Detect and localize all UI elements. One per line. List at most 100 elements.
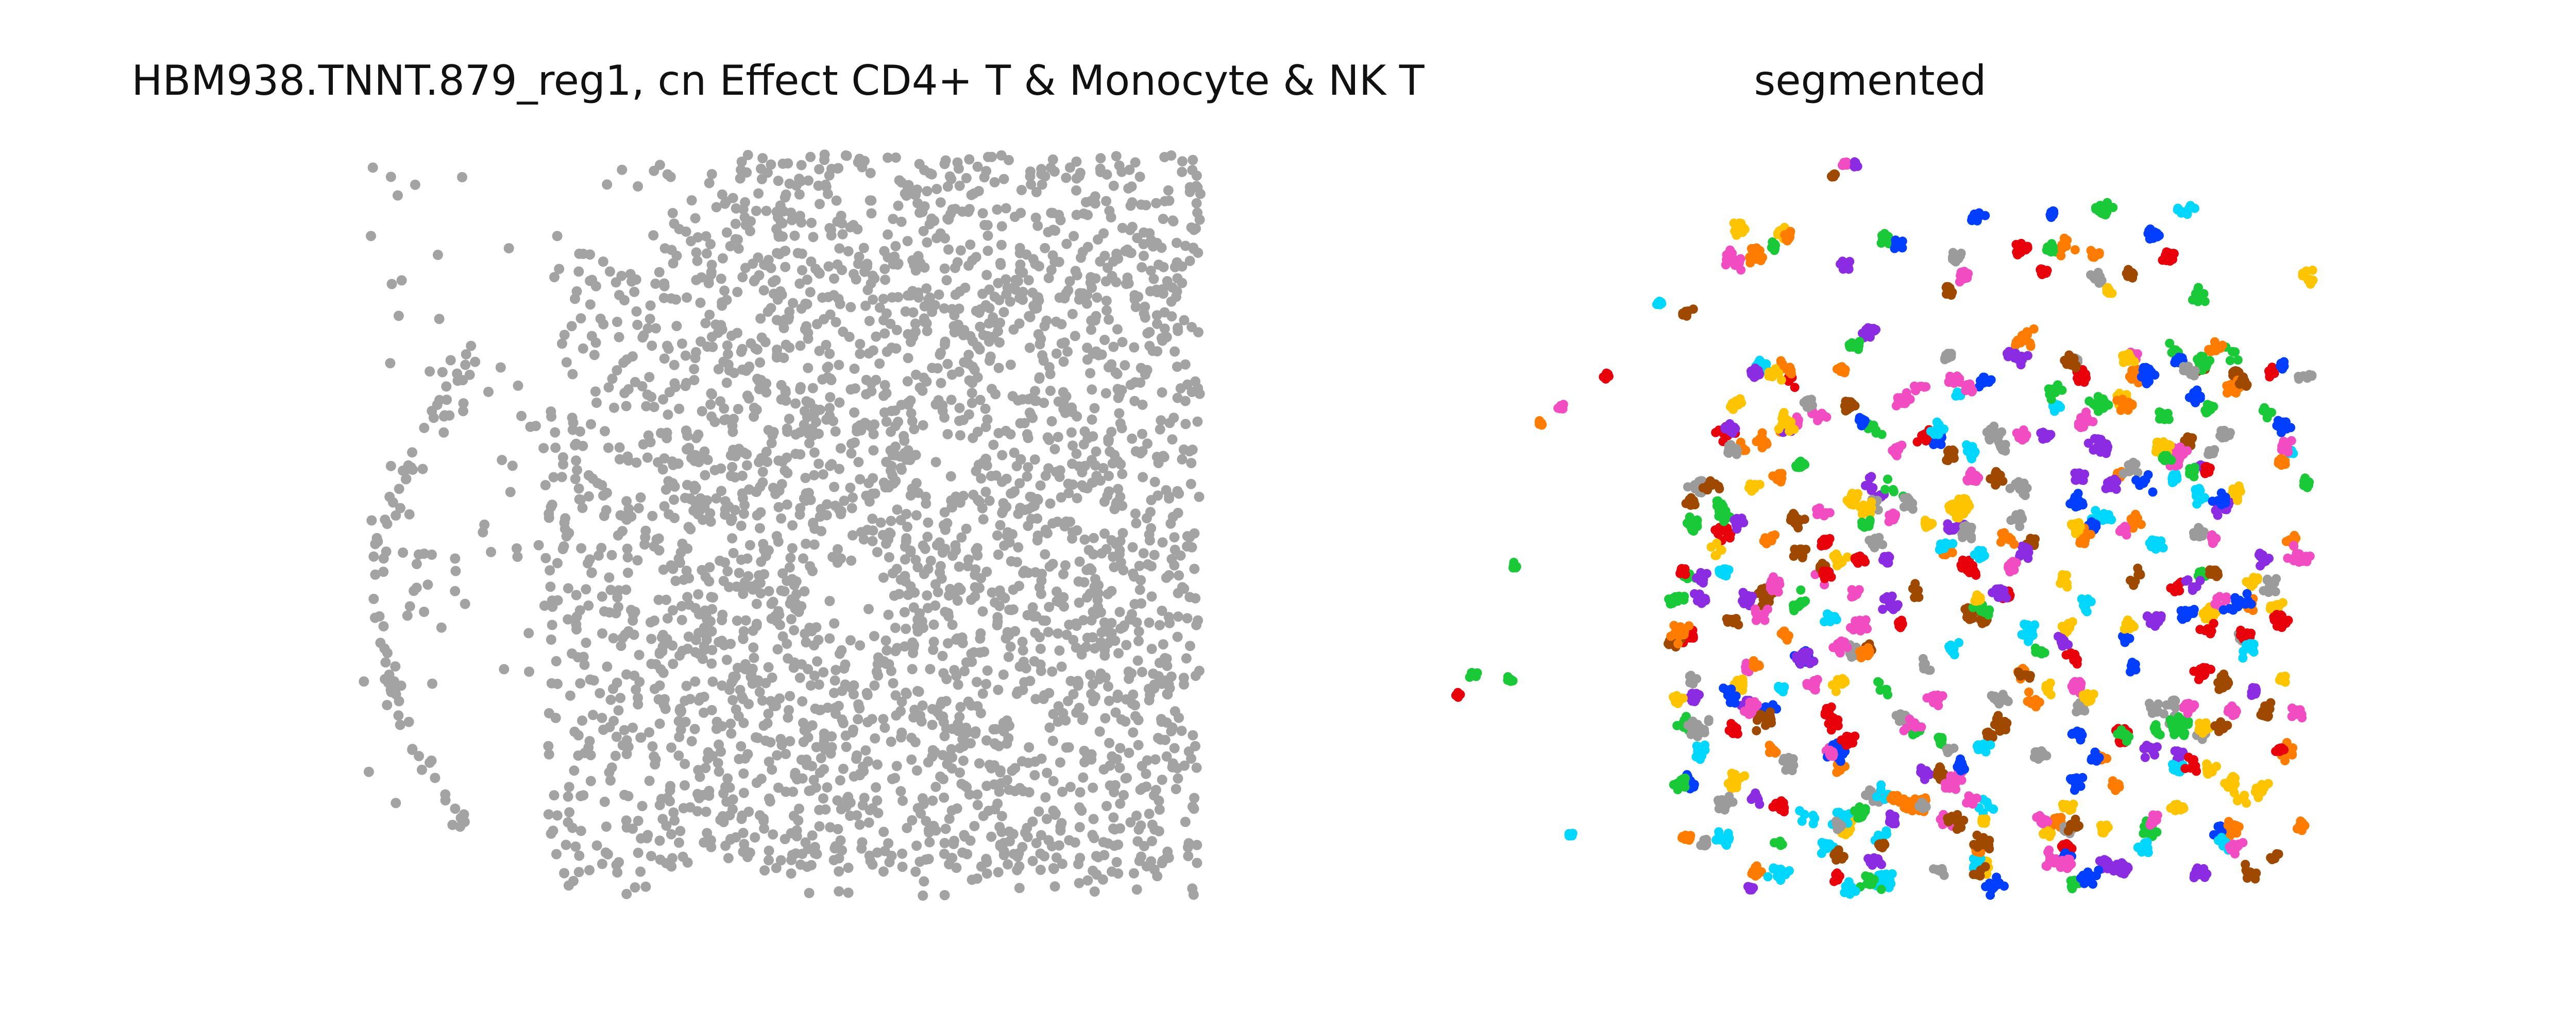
left-point bbox=[1137, 262, 1147, 272]
left-point bbox=[1093, 580, 1104, 591]
cluster-point bbox=[1721, 800, 1730, 810]
left-point bbox=[971, 305, 981, 316]
left-point bbox=[539, 600, 550, 611]
left-point bbox=[1166, 671, 1177, 682]
left-point bbox=[737, 344, 748, 354]
left-point bbox=[546, 828, 556, 839]
left-point bbox=[578, 343, 588, 354]
left-point bbox=[1146, 523, 1157, 534]
left-point bbox=[565, 690, 575, 701]
left-point bbox=[938, 774, 948, 784]
left-point bbox=[992, 530, 1003, 541]
left-point bbox=[671, 321, 682, 331]
left-point bbox=[649, 541, 659, 552]
left-point bbox=[1098, 764, 1109, 775]
left-point bbox=[896, 728, 907, 739]
left-point bbox=[1070, 331, 1080, 341]
left-point bbox=[559, 868, 570, 879]
cluster-point bbox=[2205, 565, 2215, 575]
left-point bbox=[947, 620, 958, 630]
left-point bbox=[824, 349, 835, 359]
left-point bbox=[1158, 214, 1168, 224]
left-point bbox=[1058, 708, 1069, 718]
left-point bbox=[791, 825, 802, 836]
left-point bbox=[773, 212, 783, 223]
left-point bbox=[630, 882, 640, 893]
left-point bbox=[910, 737, 921, 747]
left-point bbox=[1074, 822, 1085, 833]
left-point bbox=[1099, 650, 1110, 661]
left-point bbox=[450, 565, 461, 576]
left-point bbox=[832, 795, 843, 806]
left-point bbox=[887, 292, 897, 303]
left-point bbox=[1162, 689, 1173, 700]
left-point bbox=[603, 442, 614, 453]
left-point bbox=[691, 634, 701, 645]
left-point bbox=[1101, 305, 1112, 316]
left-point bbox=[1189, 225, 1199, 235]
left-point bbox=[1105, 780, 1115, 791]
left-point bbox=[1056, 492, 1066, 503]
left-point bbox=[1064, 276, 1075, 287]
left-point bbox=[694, 771, 705, 782]
left-point bbox=[1008, 604, 1019, 615]
left-point bbox=[674, 732, 685, 742]
left-point bbox=[1009, 212, 1020, 222]
left-point bbox=[1138, 472, 1148, 483]
left-point bbox=[976, 473, 987, 484]
left-point bbox=[1155, 424, 1165, 435]
left-point bbox=[615, 693, 626, 703]
left-point bbox=[954, 180, 965, 191]
left-point bbox=[450, 586, 461, 596]
left-point bbox=[1037, 350, 1048, 360]
left-point bbox=[924, 837, 935, 848]
left-point bbox=[707, 645, 718, 656]
left-point bbox=[981, 566, 992, 577]
left-point bbox=[797, 696, 808, 707]
left-point bbox=[706, 626, 717, 637]
left-point bbox=[717, 297, 727, 308]
left-point bbox=[1058, 356, 1069, 367]
left-point bbox=[733, 711, 744, 722]
left-point bbox=[727, 533, 738, 544]
left-point bbox=[623, 504, 634, 514]
left-point bbox=[681, 226, 691, 237]
left-point bbox=[888, 568, 898, 579]
left-point bbox=[772, 644, 783, 655]
left-point bbox=[700, 763, 711, 774]
left-point bbox=[814, 458, 824, 469]
cluster-point bbox=[2063, 840, 2073, 850]
left-point bbox=[854, 819, 865, 830]
left-point bbox=[762, 306, 773, 317]
left-point bbox=[1035, 865, 1046, 875]
left-point bbox=[845, 222, 856, 233]
left-point bbox=[845, 483, 856, 493]
left-point bbox=[967, 398, 977, 408]
left-scatter-panel bbox=[359, 149, 1206, 901]
left-point bbox=[1172, 631, 1183, 642]
left-point bbox=[857, 800, 868, 811]
left-point bbox=[935, 567, 945, 578]
left-point bbox=[852, 810, 862, 821]
left-point bbox=[1030, 386, 1040, 397]
left-point bbox=[918, 890, 928, 901]
cluster-point bbox=[2165, 338, 2175, 348]
left-point bbox=[844, 332, 855, 342]
left-point bbox=[1057, 786, 1067, 797]
left-point bbox=[767, 764, 777, 775]
left-point bbox=[694, 793, 705, 803]
cluster-point bbox=[1719, 513, 1728, 523]
left-point bbox=[738, 584, 749, 595]
left-point bbox=[681, 425, 691, 436]
left-point bbox=[963, 207, 974, 217]
left-point bbox=[1088, 679, 1098, 690]
left-point bbox=[996, 221, 1007, 232]
left-point bbox=[495, 362, 506, 373]
cluster-point bbox=[2168, 477, 2178, 487]
left-point bbox=[1064, 835, 1075, 846]
left-point bbox=[1134, 171, 1145, 182]
left-point bbox=[665, 781, 676, 792]
left-point bbox=[682, 857, 693, 868]
left-point bbox=[395, 719, 405, 730]
left-point bbox=[906, 408, 917, 419]
